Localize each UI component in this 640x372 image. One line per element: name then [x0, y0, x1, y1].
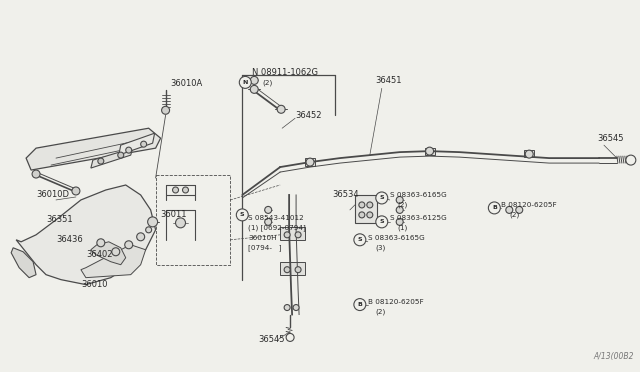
Text: 36011: 36011 [161, 211, 187, 219]
Text: S: S [380, 219, 384, 224]
Polygon shape [16, 185, 156, 285]
Circle shape [396, 218, 403, 225]
Text: (2): (2) [376, 308, 386, 315]
Circle shape [286, 333, 294, 341]
Circle shape [376, 216, 388, 228]
Circle shape [354, 234, 366, 246]
Text: S: S [240, 212, 244, 217]
Circle shape [182, 187, 189, 193]
Circle shape [265, 206, 272, 214]
Text: S: S [358, 237, 362, 242]
Text: (2): (2) [509, 212, 520, 218]
Circle shape [112, 248, 120, 256]
Circle shape [626, 155, 636, 165]
Circle shape [148, 217, 157, 227]
Text: B 08120-6205F: B 08120-6205F [501, 202, 557, 208]
Circle shape [265, 218, 272, 225]
Text: [0794-   ]: [0794- ] [248, 244, 282, 251]
Circle shape [277, 105, 285, 113]
Circle shape [293, 305, 299, 311]
Circle shape [354, 299, 366, 311]
Text: 36436: 36436 [56, 235, 83, 244]
Text: (3): (3) [376, 244, 386, 251]
Text: 36010D: 36010D [36, 190, 69, 199]
Circle shape [295, 267, 301, 273]
Circle shape [161, 106, 170, 114]
Text: (1) [0692-0794]: (1) [0692-0794] [248, 224, 306, 231]
Text: S 08363-6125G: S 08363-6125G [390, 215, 447, 221]
Circle shape [250, 76, 258, 84]
Circle shape [488, 202, 500, 214]
Text: S 08543-41012: S 08543-41012 [248, 215, 304, 221]
Text: 36010A: 36010A [171, 79, 203, 88]
Circle shape [284, 232, 290, 238]
Text: 36545: 36545 [258, 335, 285, 344]
Circle shape [396, 206, 403, 214]
Circle shape [376, 192, 388, 204]
Circle shape [306, 158, 314, 166]
Circle shape [118, 152, 124, 158]
Circle shape [146, 227, 152, 233]
Circle shape [506, 206, 513, 214]
Text: 36451: 36451 [376, 76, 403, 85]
Polygon shape [91, 242, 125, 265]
Text: S 08363-6165G: S 08363-6165G [368, 235, 424, 241]
Circle shape [32, 170, 40, 178]
Polygon shape [280, 227, 305, 240]
Circle shape [396, 196, 403, 203]
Circle shape [239, 76, 252, 89]
Text: 36545: 36545 [597, 134, 623, 143]
Circle shape [295, 232, 301, 238]
Text: 36402: 36402 [86, 250, 113, 259]
Text: B: B [357, 302, 362, 307]
Circle shape [173, 187, 179, 193]
Polygon shape [26, 128, 161, 170]
Circle shape [284, 267, 290, 273]
Text: (1): (1) [397, 225, 408, 231]
Circle shape [284, 305, 290, 311]
Circle shape [367, 202, 373, 208]
Circle shape [175, 218, 186, 228]
Circle shape [236, 209, 248, 221]
Circle shape [525, 150, 533, 158]
Text: (2): (2) [397, 202, 408, 208]
Text: S 08363-6165G: S 08363-6165G [390, 192, 447, 198]
Text: 36534: 36534 [332, 190, 358, 199]
Circle shape [141, 141, 147, 147]
Text: S: S [380, 195, 384, 201]
Circle shape [137, 233, 145, 241]
Circle shape [426, 147, 433, 155]
Text: B 08120-6205F: B 08120-6205F [368, 299, 424, 305]
Text: 36010: 36010 [81, 280, 108, 289]
Polygon shape [524, 150, 534, 157]
Text: N 08911-1062G: N 08911-1062G [252, 68, 318, 77]
Circle shape [97, 239, 105, 247]
Circle shape [125, 241, 132, 249]
Circle shape [367, 212, 373, 218]
Circle shape [359, 212, 365, 218]
Circle shape [98, 158, 104, 164]
Polygon shape [119, 133, 155, 155]
Text: A/13(00B2: A/13(00B2 [593, 352, 634, 361]
Text: (2): (2) [262, 79, 273, 86]
Text: N: N [243, 80, 248, 85]
Polygon shape [11, 248, 36, 278]
Text: 36351: 36351 [46, 215, 73, 224]
Polygon shape [81, 245, 146, 278]
Circle shape [125, 147, 132, 153]
Polygon shape [424, 148, 435, 155]
Polygon shape [91, 148, 132, 168]
Circle shape [72, 187, 80, 195]
Bar [305, 158, 315, 166]
Text: 36452: 36452 [295, 111, 321, 120]
Circle shape [516, 206, 523, 214]
Text: 36010H: 36010H [248, 235, 277, 241]
Circle shape [359, 202, 365, 208]
Bar [355, 195, 377, 223]
Circle shape [250, 86, 258, 93]
Text: B: B [492, 205, 497, 211]
Polygon shape [280, 262, 305, 275]
